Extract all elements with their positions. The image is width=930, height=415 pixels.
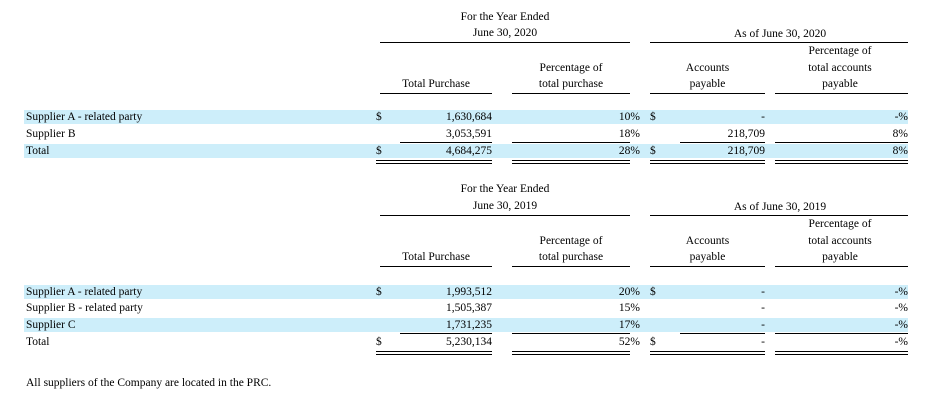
- pct-ap-value: -%: [894, 111, 908, 123]
- pct-purchase-value: 18%: [618, 128, 640, 140]
- pct-ap-value: 8%: [892, 145, 908, 157]
- header-year-date: June 30, 2020: [472, 27, 538, 39]
- total-double-rule: [650, 160, 765, 164]
- row-label: Supplier C: [26, 319, 76, 331]
- subtotal-rule: [680, 142, 765, 143]
- subtotal-rule: [400, 142, 492, 143]
- col-ap-line2: payable: [689, 251, 726, 263]
- total-double-rule: [512, 351, 630, 355]
- header-rule: [512, 266, 630, 267]
- currency-symbol: $: [650, 145, 656, 157]
- pct-purchase-value: 17%: [618, 319, 640, 331]
- purchase-value: 1,993,512: [446, 286, 492, 298]
- purchase-value: 1,630,684: [446, 111, 492, 123]
- subtotal-rule: [512, 333, 630, 334]
- currency-symbol: $: [376, 145, 382, 157]
- pct-ap-value: -%: [894, 286, 908, 298]
- ap-value: -: [761, 111, 765, 123]
- pct-purchase-value: 20%: [618, 286, 640, 298]
- header-as-of: As of June 30, 2019: [733, 201, 827, 213]
- col-total-purchase: Total Purchase: [402, 251, 470, 263]
- col-pct-ap-line1: Percentage of: [808, 218, 872, 230]
- subtotal-rule: [775, 142, 908, 143]
- header-rule: [775, 93, 908, 94]
- total-double-rule: [775, 351, 908, 355]
- col-total-purchase: Total Purchase: [402, 78, 470, 90]
- currency-symbol: $: [376, 336, 382, 348]
- col-ap-line2: payable: [689, 78, 726, 90]
- purchase-value: 1,731,235: [446, 319, 492, 331]
- col-pct-purchase-line2: total purchase: [538, 251, 604, 263]
- purchase-value: 1,505,387: [446, 302, 492, 314]
- currency-symbol: $: [650, 286, 656, 298]
- subtotal-rule: [680, 333, 765, 334]
- pct-ap-value: -%: [894, 319, 908, 331]
- col-pct-ap-line3: payable: [822, 251, 858, 263]
- col-pct-ap-line2: total accounts: [808, 62, 872, 74]
- pct-purchase-value: 15%: [618, 302, 640, 314]
- header-rule: [380, 215, 630, 216]
- col-pct-ap-line2: total accounts: [808, 235, 872, 247]
- row-label: Supplier B - related party: [26, 302, 143, 314]
- col-pct-ap-line1: Percentage of: [808, 45, 872, 57]
- col-pct-purchase-line1: Percentage of: [539, 235, 603, 247]
- header-rule: [650, 93, 765, 94]
- total-double-rule: [775, 160, 908, 164]
- pct-purchase-value: 28%: [618, 145, 640, 157]
- col-ap-line1: Accounts: [685, 235, 730, 247]
- currency-symbol: $: [650, 111, 656, 123]
- header-year-ended: For the Year Ended: [460, 183, 550, 195]
- pct-ap-value: 8%: [892, 128, 908, 140]
- total-double-rule: [376, 351, 492, 355]
- header-rule: [380, 266, 492, 267]
- pct-ap-value: -%: [894, 336, 908, 348]
- col-pct-purchase-line2: total purchase: [538, 78, 604, 90]
- ap-value: 218,709: [727, 145, 765, 157]
- header-rule: [512, 93, 630, 94]
- total-double-rule: [512, 160, 630, 164]
- footnote: All suppliers of the Company are located…: [26, 377, 272, 389]
- row-highlight: [24, 285, 908, 299]
- col-pct-ap-line3: payable: [822, 78, 858, 90]
- header-rule: [380, 93, 492, 94]
- ap-value: 218,709: [727, 128, 765, 140]
- col-ap-line1: Accounts: [685, 62, 730, 74]
- col-pct-purchase-line1: Percentage of: [539, 62, 603, 74]
- row-label: Supplier A - related party: [26, 111, 143, 123]
- ap-value: -: [761, 336, 765, 348]
- row-label: Supplier A - related party: [26, 286, 143, 298]
- header-rule: [650, 42, 908, 43]
- header-as-of: As of June 30, 2020: [733, 28, 827, 40]
- row-label: Total: [26, 336, 50, 348]
- row-highlight: [24, 144, 908, 158]
- header-rule: [380, 42, 630, 43]
- currency-symbol: $: [376, 111, 382, 123]
- purchase-value: 4,684,275: [446, 145, 492, 157]
- subtotal-rule: [775, 333, 908, 334]
- pct-ap-value: -%: [894, 302, 908, 314]
- header-year-ended: For the Year Ended: [460, 11, 550, 23]
- total-double-rule: [650, 351, 765, 355]
- ap-value: -: [761, 286, 765, 298]
- total-double-rule: [376, 160, 492, 164]
- purchase-value: 3,053,591: [446, 128, 492, 140]
- ap-value: -: [761, 319, 765, 331]
- pct-purchase-value: 52%: [618, 336, 640, 348]
- currency-symbol: $: [376, 286, 382, 298]
- header-year-date: June 30, 2019: [472, 200, 538, 212]
- row-label: Total: [26, 145, 50, 157]
- row-highlight: [24, 110, 908, 124]
- purchase-value: 5,230,134: [446, 336, 492, 348]
- pct-purchase-value: 10%: [618, 111, 640, 123]
- currency-symbol: $: [650, 336, 656, 348]
- subtotal-rule: [512, 142, 630, 143]
- header-rule: [650, 215, 908, 216]
- row-label: Supplier B: [26, 128, 76, 140]
- subtotal-rule: [400, 333, 492, 334]
- header-rule: [775, 266, 908, 267]
- ap-value: -: [761, 302, 765, 314]
- row-highlight: [24, 318, 908, 332]
- header-rule: [650, 266, 765, 267]
